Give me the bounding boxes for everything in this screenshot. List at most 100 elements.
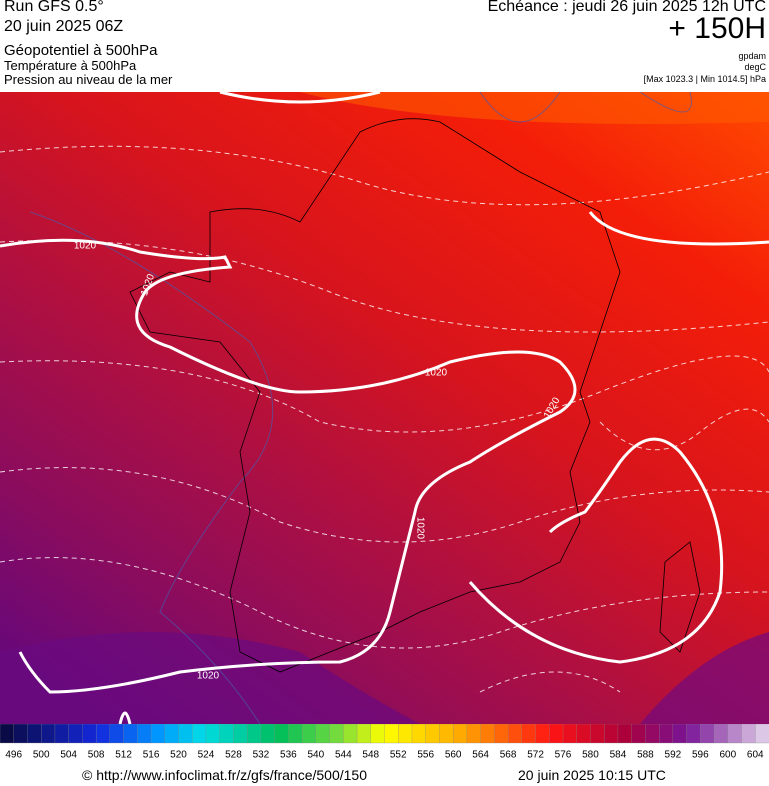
- colorbar-swatch: [233, 724, 248, 744]
- colorbar-swatch: [288, 724, 303, 744]
- unit-gpdam: gpdam: [738, 51, 766, 61]
- colorbar-swatch: [123, 724, 138, 744]
- colorbar-swatch: [219, 724, 234, 744]
- colorbar-swatch: [343, 724, 358, 744]
- colorbar-swatch: [631, 724, 646, 744]
- colorbar-swatch: [439, 724, 454, 744]
- colorbar-swatch: [247, 724, 262, 744]
- geopotential-lines: [29, 92, 692, 724]
- colorbar-label: 580: [582, 750, 599, 761]
- colorbar-label: 584: [610, 750, 627, 761]
- colorbar-swatch: [384, 724, 399, 744]
- echeance: Echéance : jeudi 26 juin 2025 12h UTC: [487, 0, 766, 15]
- colorbar-swatch: [576, 724, 591, 744]
- colorbar-label: 516: [143, 750, 160, 761]
- colorbar-label: 520: [170, 750, 187, 761]
- colorbar-label: 508: [88, 750, 105, 761]
- colorbar-swatch: [480, 724, 495, 744]
- colorbar-swatch: [27, 724, 42, 744]
- colorbar-label: 532: [253, 750, 270, 761]
- colorbar-swatch: [755, 724, 769, 744]
- colorbar-label: 528: [225, 750, 242, 761]
- colorbar-swatch: [521, 724, 537, 744]
- colorbar-swatch: [590, 724, 605, 744]
- colorbar-swatch: [562, 724, 578, 744]
- colorbar-label: 500: [33, 750, 50, 761]
- colorbar-swatch: [494, 724, 509, 744]
- colorbar-label: 504: [60, 750, 77, 761]
- field-1: Géopotentiel à 500hPa: [4, 42, 158, 59]
- colorbar-swatch: [617, 724, 633, 744]
- unit-degc: degC: [744, 62, 766, 72]
- colorbar-label: 544: [335, 750, 352, 761]
- colorbar: 496 500 504 508 512 516 520 524 528 532 536 540 544 5…: [0, 724, 769, 761]
- colorbar-swatch: [192, 724, 207, 744]
- colorbar-swatch: [274, 724, 289, 744]
- run-date: 20 juin 2025 06Z: [4, 18, 124, 35]
- colorbar-swatch: [315, 724, 331, 744]
- france-outline: [129, 118, 701, 673]
- colorbar-swatch: [727, 724, 742, 744]
- colorbar-label: 552: [390, 750, 407, 761]
- offset: + 150H: [668, 12, 766, 45]
- colorbar-label: 540: [307, 750, 324, 761]
- colorbar-label: 556: [417, 750, 434, 761]
- colorbar-swatch: [713, 724, 729, 744]
- colorbar-swatch: [700, 724, 715, 744]
- footer-timestamp: 20 juin 2025 10:15 UTC: [518, 767, 666, 783]
- colorbar-label: 524: [198, 750, 215, 761]
- colorbar-swatch: [645, 724, 660, 744]
- colorbar-label: 548: [362, 750, 379, 761]
- colorbar-swatch: [13, 724, 28, 744]
- colorbar-swatch: [178, 724, 193, 744]
- colorbar-swatch: [686, 724, 701, 744]
- cold-band: [640, 632, 769, 724]
- colorbar-label: 576: [555, 750, 572, 761]
- isobar-label: 1020: [74, 241, 97, 252]
- colorbar-swatch: [329, 724, 344, 744]
- colorbar-label: 512: [115, 750, 132, 761]
- colorbar-label: 496: [5, 750, 22, 761]
- colorbar-label: 572: [527, 750, 544, 761]
- run-title: Run GFS 0.5°: [4, 0, 104, 15]
- isobar-label: 1020: [414, 517, 425, 540]
- field-3: Pression au niveau de la mer: [4, 72, 173, 87]
- unit-hpa: [Max 1023.3 | Min 1014.5] hPa: [643, 74, 766, 84]
- colorbar-swatch: [741, 724, 756, 744]
- colorbar-swatch: [672, 724, 688, 744]
- colorbar-swatch: [301, 724, 317, 744]
- colorbar-label: 600: [719, 750, 736, 761]
- colorbar-swatch: [109, 724, 125, 744]
- field-2: Température à 500hPa: [4, 58, 137, 73]
- colorbar-swatch: [205, 724, 221, 744]
- colorbar-swatch: [549, 724, 564, 744]
- colorbar-label: 568: [500, 750, 517, 761]
- colorbar-swatch: [260, 724, 276, 744]
- cold-band: [0, 632, 420, 724]
- colorbar-swatch: [41, 724, 56, 744]
- colorbar-swatch: [466, 724, 482, 744]
- colorbar-swatch: [0, 724, 15, 744]
- isotherms: [0, 145, 769, 693]
- colorbar-swatch: [370, 724, 385, 744]
- colorbar-swatch: [95, 724, 111, 744]
- colorbar-label: 588: [637, 750, 654, 761]
- colorbar-swatch: [150, 724, 166, 744]
- colorbar-swatch: [356, 724, 372, 744]
- colorbar-swatch: [137, 724, 152, 744]
- colorbar-swatch: [453, 724, 468, 744]
- footer-url: © http://www.infoclimat.fr/z/gfs/france/…: [82, 767, 367, 783]
- colorbar-swatch: [54, 724, 70, 744]
- temperature-field: [0, 92, 769, 724]
- colorbar-label: 592: [665, 750, 682, 761]
- colorbar-swatch: [68, 724, 83, 744]
- colorbar-label: 536: [280, 750, 297, 761]
- colorbar-swatch: [164, 724, 179, 744]
- colorbar-swatch: [398, 724, 413, 744]
- colorbar-swatch: [411, 724, 427, 744]
- colorbar-label: 604: [747, 750, 764, 761]
- colorbar-swatch: [425, 724, 440, 744]
- colorbar-label: 596: [692, 750, 709, 761]
